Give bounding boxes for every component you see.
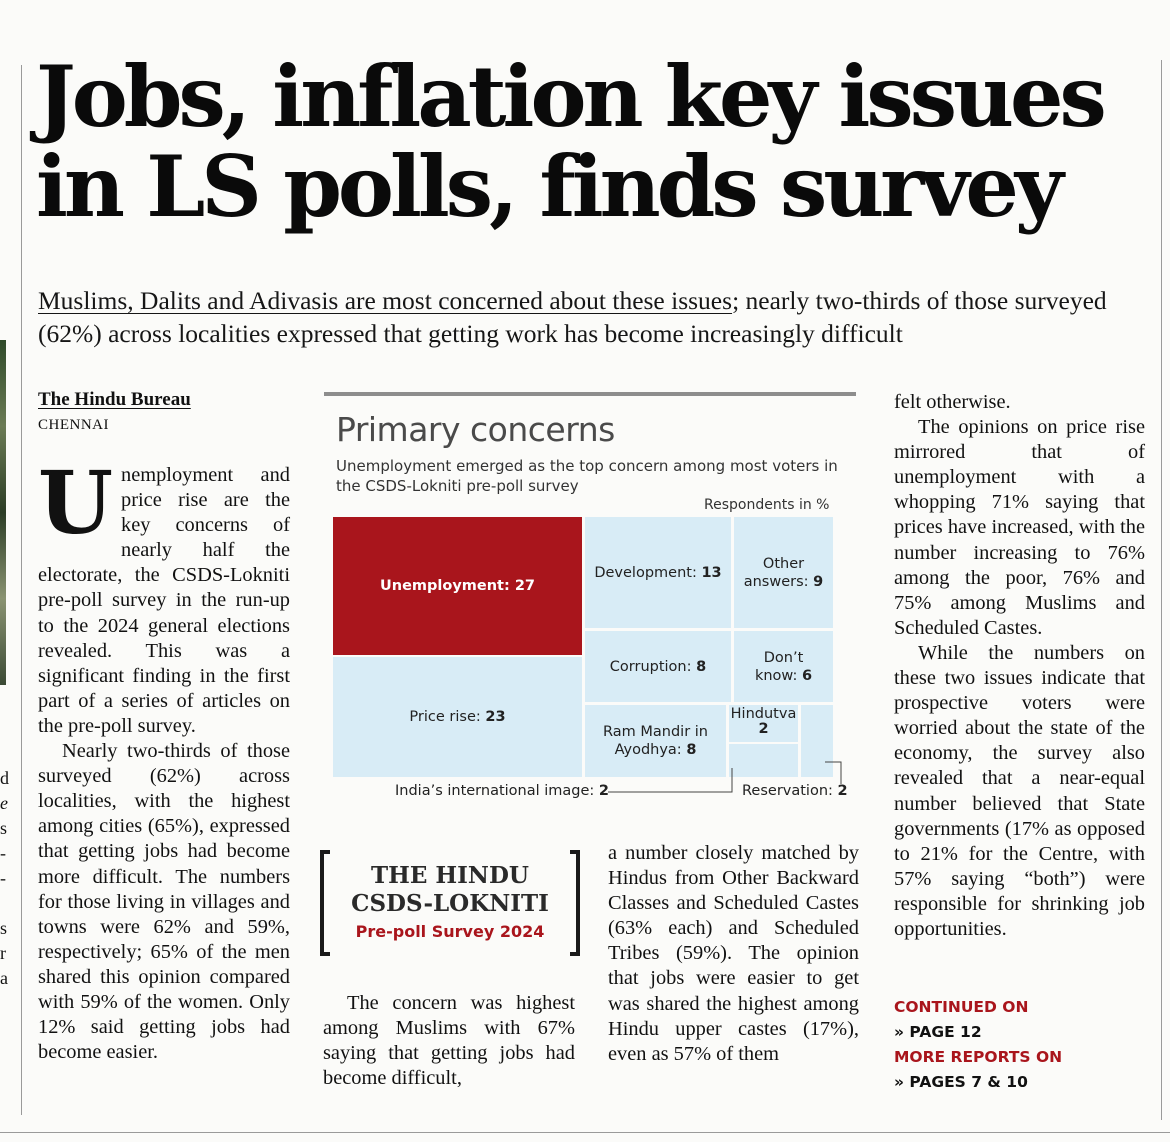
tile-dont-know: Don’t know: 6	[734, 631, 833, 702]
deck-subheadline: Muslims, Dalits and Adivasis are most co…	[38, 284, 1138, 350]
tile-corruption: Corruption: 8	[585, 631, 731, 702]
bottom-page-rule	[0, 1132, 1170, 1133]
paragraph: a number closely matched by Hindus from …	[608, 842, 859, 1065]
article-column-1: U nemployment and price rise are the key…	[38, 453, 290, 1065]
headline-line-1: Jobs, inflation key issues	[36, 47, 1107, 146]
tile-development: Development: 13	[585, 517, 731, 628]
value-hindutva: 2	[758, 721, 769, 737]
continued-page-link[interactable]: » PAGE 12	[894, 1023, 982, 1041]
callout-reservation: Reservation: 2	[742, 783, 848, 799]
dateline: CHENNAI	[38, 417, 109, 433]
value-development: 13	[701, 564, 722, 581]
value-price-rise: 23	[485, 709, 506, 725]
more-reports-page-link[interactable]: » PAGES 7 & 10	[894, 1073, 1028, 1091]
logo-line-2: CSDS-LOKNITI	[351, 890, 549, 917]
article-column-3: a number closely matched by Hindus from …	[608, 841, 859, 1067]
deck-underlined: Muslims, Dalits and Adivasis are most co…	[38, 286, 733, 315]
chart-top-rule	[324, 392, 856, 396]
adjacent-photo-fragment	[0, 340, 6, 685]
paragraph: nemployment and price rise are the key c…	[38, 464, 290, 737]
article-column-4: felt otherwise. The opinions on price ri…	[894, 390, 1145, 942]
value-other-answers: 9	[813, 573, 824, 590]
value-intl-image: 2	[598, 783, 610, 799]
deck-rest: ; nearly two-thirds of those surveyed (6…	[38, 286, 1107, 348]
tile-ram-mandir: Ram Mandir in Ayodhya: 8	[585, 705, 726, 777]
paragraph: The opinions on price rise mirrored that…	[894, 416, 1145, 639]
value-dont-know: 6	[801, 667, 813, 684]
adjacent-column-fragments: d e s - - s r a	[0, 768, 9, 988]
tile-intl-image	[729, 744, 798, 777]
chart-subtitle: Unemployment emerged as the top concern …	[336, 457, 838, 495]
tile-unemployment: Unemployment: 27	[333, 517, 582, 655]
callout-intl-image: India’s international image: 2	[395, 783, 610, 799]
logo-bracket-left	[320, 850, 330, 956]
more-reports-label: MORE REPORTS ON	[894, 1048, 1063, 1066]
tile-price-rise: Price rise: 23	[333, 657, 582, 777]
paragraph: The concern was highest among Muslims wi…	[323, 992, 575, 1090]
drop-cap: U	[38, 453, 113, 554]
byline: The Hindu Bureau	[38, 389, 191, 410]
paragraph: Nearly two-thirds of those surveyed (62%…	[38, 740, 290, 1064]
headline-line-2: in LS polls, finds survey	[36, 137, 1064, 236]
chart-unit-label: Respondents in %	[704, 497, 830, 513]
tile-other-answers: Other answers: 9	[734, 517, 833, 628]
paragraph: While the numbers on these two issues in…	[894, 641, 1145, 940]
survey-series-logo: THE HINDU CSDS-LOKNITI Pre-poll Survey 2…	[320, 850, 580, 960]
value-ram-mandir: 8	[686, 742, 697, 758]
article-column-2: The concern was highest among Muslims wi…	[323, 991, 575, 1091]
continued-box: CONTINUED ON » PAGE 12 MORE REPORTS ON »…	[894, 995, 1144, 1095]
left-page-rule	[21, 65, 22, 1115]
value-unemployment: 27	[514, 578, 536, 594]
paragraph: felt otherwise.	[894, 391, 1011, 413]
logo-bracket-right	[570, 850, 580, 956]
headline: Jobs, inflation key issues in LS polls, …	[36, 52, 1146, 232]
logo-line-1: THE HINDU	[371, 862, 529, 889]
right-page-rule	[1161, 60, 1162, 1120]
chart-title: Primary concerns	[336, 410, 615, 449]
continued-label: CONTINUED ON	[894, 998, 1029, 1016]
tile-reservation	[801, 705, 833, 777]
value-corruption: 8	[696, 658, 707, 675]
logo-line-3: Pre-poll Survey 2024	[355, 922, 545, 941]
tile-hindutva: Hindutva 2	[729, 705, 798, 742]
value-reservation: 2	[837, 783, 848, 799]
chart-callout-lines	[608, 761, 842, 793]
